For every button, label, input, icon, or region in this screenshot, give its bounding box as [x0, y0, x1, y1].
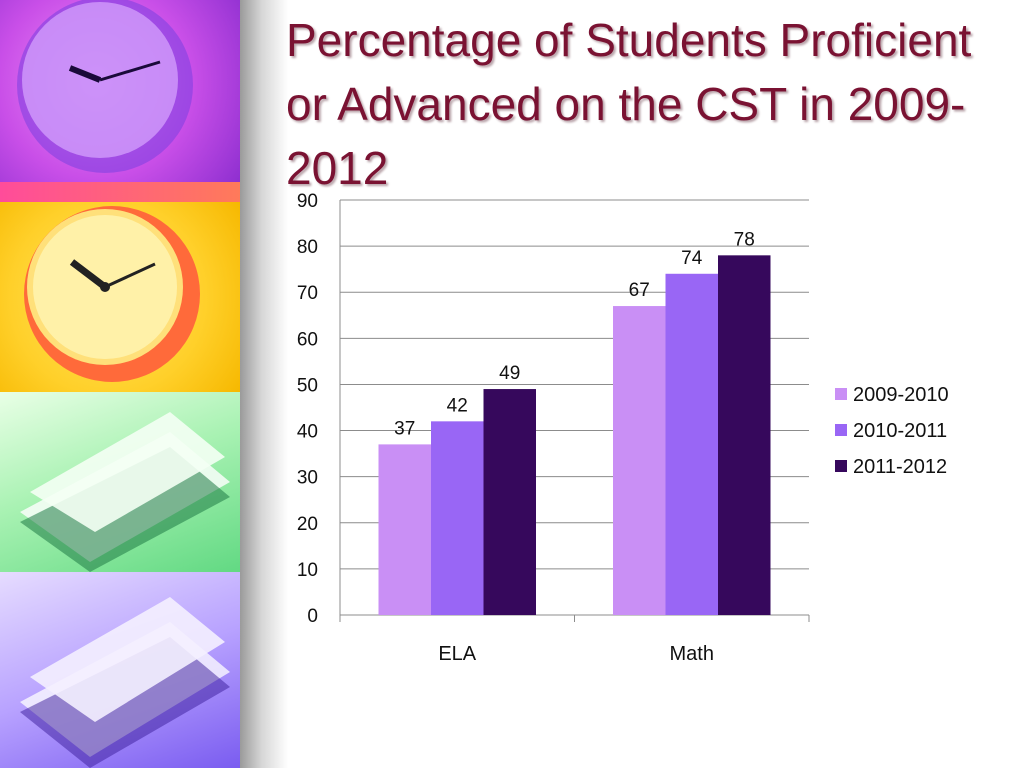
legend-swatch — [835, 388, 847, 400]
clock-icon — [17, 0, 193, 173]
legend-swatch — [835, 460, 847, 472]
books-photo-violet — [0, 572, 240, 768]
y-tick-label: 90 — [297, 191, 318, 212]
book-stack-icon — [20, 597, 230, 768]
bar — [718, 255, 771, 615]
decorative-band — [0, 182, 240, 202]
x-category-label: Math — [670, 643, 714, 665]
bar-chart: 0 10 20 30 40 50 60 70 80 90 37 42 49 ELA 67 74 78 Math 20… — [297, 191, 949, 665]
legend-label: 2011-2012 — [853, 456, 947, 478]
data-label: 37 — [394, 418, 415, 439]
bar — [431, 421, 484, 615]
y-tick-label: 60 — [297, 329, 318, 350]
y-tick-label: 40 — [297, 422, 318, 443]
decorative-photo-strip — [0, 0, 240, 768]
bar — [483, 389, 536, 615]
clock-photo-yellow — [0, 202, 240, 392]
legend-swatch — [835, 424, 847, 436]
y-tick-label: 50 — [297, 375, 318, 396]
legend-label: 2010-2011 — [853, 420, 947, 442]
books-photo-green — [0, 392, 240, 572]
y-tick-label: 10 — [297, 560, 318, 581]
data-label: 49 — [499, 363, 520, 384]
strip-shadow — [240, 0, 288, 768]
y-tick-label: 30 — [297, 468, 318, 489]
y-tick-label: 70 — [297, 283, 318, 304]
book-stack-icon — [20, 412, 230, 572]
data-label: 78 — [734, 229, 755, 250]
bar — [665, 273, 718, 615]
clock-photo-purple — [0, 0, 240, 182]
data-label: 74 — [681, 248, 703, 269]
clock-icon — [24, 206, 200, 382]
slide-title: Percentage of Students Proficient or Adv… — [286, 14, 972, 194]
bar — [613, 306, 666, 615]
y-tick-label: 20 — [297, 514, 318, 535]
legend-label: 2009-2010 — [853, 384, 949, 406]
data-label: 67 — [629, 280, 650, 301]
data-label: 42 — [447, 395, 468, 416]
bar — [378, 444, 431, 615]
x-category-label: ELA — [438, 643, 476, 665]
y-tick-label: 0 — [307, 606, 318, 627]
y-tick-label: 80 — [297, 237, 318, 258]
